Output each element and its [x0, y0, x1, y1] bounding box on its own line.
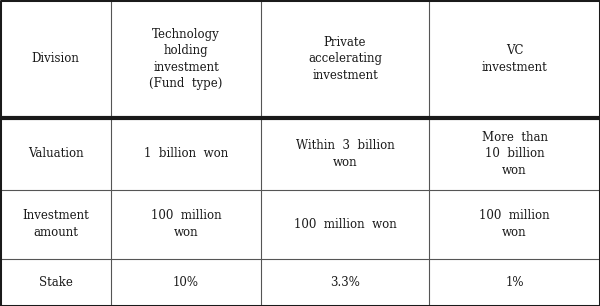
Bar: [261, 118, 429, 190]
Bar: [0, 0, 111, 118]
Text: 100  million
won: 100 million won: [479, 209, 550, 239]
Bar: [429, 0, 600, 118]
Text: 1  billion  won: 1 billion won: [144, 147, 228, 160]
Bar: [429, 190, 600, 259]
Bar: [261, 259, 429, 306]
Text: Private
accelerating
investment: Private accelerating investment: [308, 36, 382, 82]
Text: Investment
amount: Investment amount: [22, 209, 89, 239]
Bar: [0, 118, 111, 190]
Bar: [429, 259, 600, 306]
Text: Division: Division: [32, 52, 79, 65]
Bar: [261, 0, 429, 118]
Bar: [111, 118, 261, 190]
Bar: [111, 0, 261, 118]
Bar: [429, 118, 600, 190]
Text: Stake: Stake: [38, 276, 73, 289]
Text: Technology
holding
investment
(Fund  type): Technology holding investment (Fund type…: [149, 28, 223, 90]
Bar: [0, 190, 111, 259]
Bar: [0, 259, 111, 306]
Bar: [261, 190, 429, 259]
Text: 100  million
won: 100 million won: [151, 209, 221, 239]
Text: 10%: 10%: [173, 276, 199, 289]
Text: VC
investment: VC investment: [482, 44, 547, 74]
Bar: [111, 259, 261, 306]
Text: Valuation: Valuation: [28, 147, 83, 160]
Text: 1%: 1%: [505, 276, 524, 289]
Text: 3.3%: 3.3%: [330, 276, 360, 289]
Bar: [111, 190, 261, 259]
Text: 100  million  won: 100 million won: [293, 218, 397, 231]
Text: Within  3  billion
won: Within 3 billion won: [296, 139, 394, 169]
Text: More  than
10  billion
won: More than 10 billion won: [482, 131, 548, 177]
